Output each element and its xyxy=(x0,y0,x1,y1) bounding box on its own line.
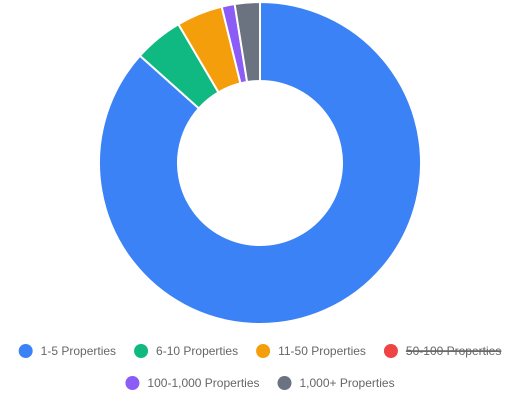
legend-item-11-50-properties[interactable]: 11-50 Properties xyxy=(256,344,366,358)
legend-item-1-5-properties[interactable]: 1-5 Properties xyxy=(18,344,116,358)
legend-label: 11-50 Properties xyxy=(278,344,366,358)
legend-swatch xyxy=(125,376,140,390)
legend-swatch xyxy=(256,344,271,358)
chart-legend: 1-5 Properties 6-10 Properties 11-50 Prope… xyxy=(18,344,502,390)
legend-label: 100-1,000 Properties xyxy=(147,376,259,390)
chart-slices xyxy=(98,0,422,325)
slice-1-000-properties[interactable] xyxy=(233,0,261,84)
legend-item-1-000-properties[interactable]: 1,000+ Properties xyxy=(277,376,395,390)
legend-swatch xyxy=(134,344,149,358)
legend-label: 1-5 Properties xyxy=(41,344,116,358)
legend-label: 6-10 Properties xyxy=(156,344,238,358)
slice-1-5-properties[interactable] xyxy=(98,0,422,325)
legend-label: 1,000+ Properties xyxy=(300,376,395,390)
legend-swatch xyxy=(277,376,292,390)
legend-item-100-1-000-properties[interactable]: 100-1,000 Properties xyxy=(125,376,260,390)
legend-swatch xyxy=(18,344,33,358)
legend-item-50-100-properties[interactable]: 50-100 Properties xyxy=(383,344,502,358)
legend-swatch xyxy=(383,344,398,358)
legend-item-6-10-properties[interactable]: 6-10 Properties xyxy=(134,344,238,358)
